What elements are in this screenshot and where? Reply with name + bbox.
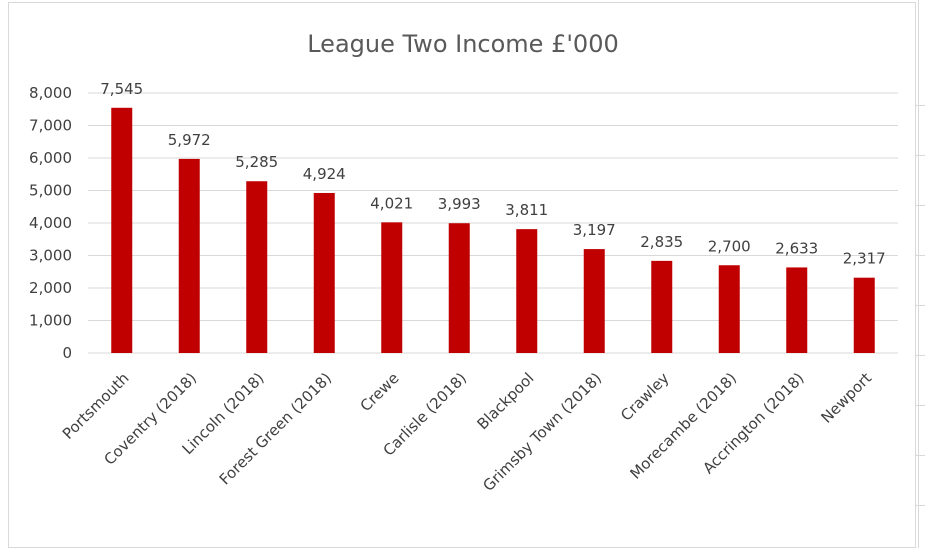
category-label: Grimsby Town (2018) — [479, 369, 605, 495]
data-label: 5,972 — [168, 131, 211, 149]
sheet-row-gridline — [915, 255, 925, 256]
category-label: Crawley — [617, 369, 673, 425]
category-label: Newport — [817, 369, 875, 427]
data-label: 3,197 — [573, 221, 616, 239]
gridlines — [88, 92, 898, 354]
data-label: 4,924 — [303, 165, 346, 183]
bar[interactable] — [718, 265, 740, 353]
sheet-row-gridline — [915, 205, 925, 206]
y-tick-label: 6,000 — [29, 149, 72, 167]
category-label: Forest Green (2018) — [216, 369, 335, 488]
bar[interactable] — [313, 192, 335, 353]
data-label: 5,285 — [235, 153, 278, 171]
sheet-row-gridline — [915, 105, 925, 106]
bar[interactable] — [583, 249, 605, 353]
y-tick-label: 4,000 — [29, 214, 72, 232]
sheet-column-gridline — [918, 0, 919, 548]
bar[interactable] — [246, 181, 268, 353]
bar[interactable] — [448, 223, 470, 353]
category-label: Crewe — [357, 369, 403, 415]
category-label: Portsmouth — [59, 369, 133, 443]
bar[interactable] — [853, 277, 875, 353]
bar[interactable] — [786, 267, 808, 353]
data-label: 4,021 — [370, 194, 413, 212]
y-tick-label: 2,000 — [29, 279, 72, 297]
data-label: 2,633 — [775, 239, 818, 257]
data-label: 3,811 — [505, 201, 548, 219]
sheet-row-gridline — [915, 455, 925, 456]
sheet-row-gridline — [915, 405, 925, 406]
y-tick-label: 1,000 — [29, 312, 72, 330]
y-tick-label: 5,000 — [29, 182, 72, 200]
bar[interactable] — [516, 229, 538, 353]
bar[interactable] — [111, 107, 133, 353]
bar[interactable] — [381, 222, 403, 353]
data-label: 3,993 — [438, 195, 481, 213]
data-label: 7,545 — [100, 80, 143, 98]
category-label: Blackpool — [473, 369, 537, 433]
y-tick-label: 7,000 — [29, 117, 72, 135]
y-axis-ticks: 0 1,000 2,000 3,000 4,000 5,000 6,000 7,000 8,00… — [29, 84, 72, 362]
sheet-row-gridline — [915, 155, 925, 156]
chart-title: League Two Income £'000 — [307, 30, 619, 58]
data-labels: 7,545 5,972 5,285 4,924 4,021 3,993 3,811 3,197… — [100, 80, 885, 268]
data-label: 2,317 — [843, 250, 886, 268]
y-tick-label: 3,000 — [29, 247, 72, 265]
bar[interactable] — [178, 158, 200, 353]
y-tick-label: 8,000 — [29, 84, 72, 102]
sheet-row-gridline — [915, 305, 925, 306]
y-tick-label: 0 — [62, 344, 72, 362]
sheet-row-gridline — [915, 505, 925, 506]
data-label: 2,700 — [708, 237, 751, 255]
data-label: 2,835 — [640, 233, 683, 251]
sheet-row-gridline — [915, 355, 925, 356]
bars[interactable] — [111, 107, 875, 353]
bar[interactable] — [651, 260, 673, 353]
